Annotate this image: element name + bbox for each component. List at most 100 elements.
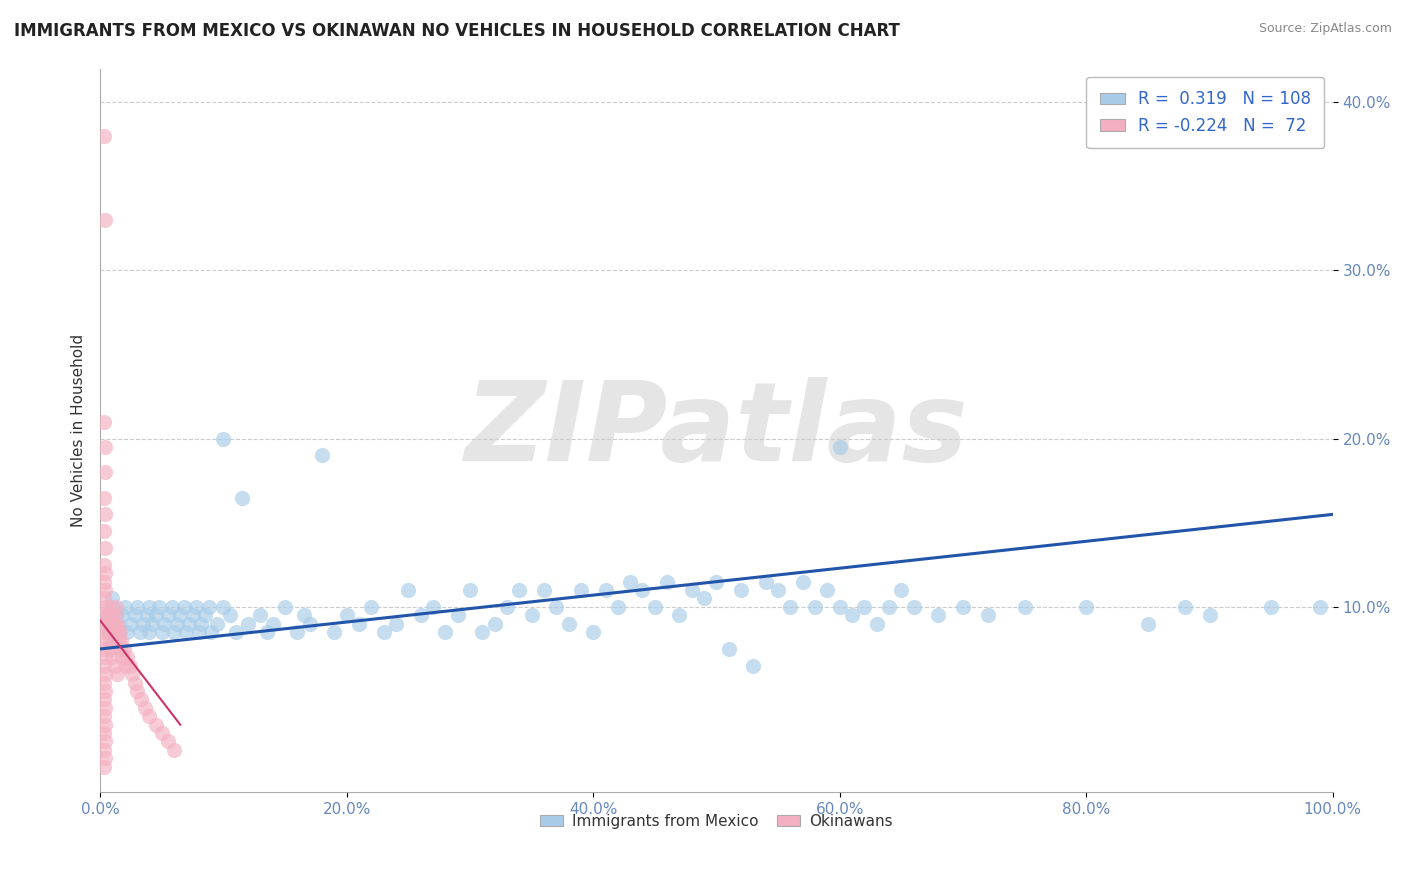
Point (569, 583, 592, 598)
Point (225, 625, 247, 640)
Point (681, 583, 703, 598)
Point (97, 625, 120, 640)
Point (98, 599, 121, 614)
Point (292, 608, 315, 623)
Point (557, 616, 579, 631)
Point (104, 658, 127, 673)
Point (100, 616, 122, 631)
Point (94, 684, 117, 698)
Point (112, 642, 135, 657)
Point (311, 449, 333, 463)
Point (101, 608, 124, 623)
Point (496, 599, 519, 614)
Point (890, 583, 912, 598)
Point (186, 599, 208, 614)
Point (484, 616, 506, 631)
Point (644, 599, 666, 614)
Point (101, 591, 124, 606)
Point (1076, 599, 1098, 614)
Point (231, 491, 253, 505)
Point (96, 608, 118, 623)
Point (706, 574, 728, 589)
Point (129, 692, 152, 706)
Point (94, 734, 117, 748)
Point (104, 616, 127, 631)
Point (619, 574, 641, 589)
Point (169, 608, 191, 623)
Point (163, 625, 186, 640)
Point (508, 583, 530, 598)
Point (124, 675, 146, 690)
Point (121, 667, 143, 681)
Point (176, 625, 198, 640)
Point (1136, 616, 1159, 631)
Point (927, 608, 949, 623)
Point (104, 608, 127, 623)
Point (160, 599, 183, 614)
Point (181, 608, 204, 623)
Point (458, 583, 481, 598)
Point (138, 625, 160, 640)
Point (117, 650, 139, 665)
Point (866, 616, 889, 631)
Point (98, 625, 121, 640)
Point (657, 574, 679, 589)
Point (96, 608, 118, 623)
Point (94, 440, 117, 454)
Point (105, 608, 128, 623)
Point (111, 650, 134, 665)
Point (93, 415, 115, 429)
Point (828, 440, 851, 454)
Point (1309, 599, 1331, 614)
Point (98, 616, 121, 631)
Point (100, 642, 122, 657)
Point (163, 743, 186, 757)
Point (520, 608, 543, 623)
Point (877, 599, 900, 614)
Point (274, 599, 297, 614)
Point (533, 583, 555, 598)
Point (323, 625, 346, 640)
Point (792, 574, 814, 589)
Point (173, 599, 195, 614)
Point (93, 760, 115, 774)
Point (841, 608, 863, 623)
Point (105, 599, 128, 614)
Point (212, 432, 235, 446)
Point (1198, 608, 1220, 623)
Point (105, 625, 128, 640)
Point (93, 658, 115, 673)
Point (94, 616, 117, 631)
Y-axis label: No Vehicles in Household: No Vehicles in Household (72, 334, 86, 527)
Point (347, 616, 370, 631)
Point (138, 599, 160, 614)
Point (101, 650, 124, 665)
Point (385, 616, 408, 631)
Point (606, 599, 628, 614)
Point (1014, 599, 1036, 614)
Point (93, 524, 115, 538)
Point (631, 583, 654, 598)
Point (93, 591, 115, 606)
Point (94, 508, 117, 522)
Point (952, 599, 974, 614)
Point (262, 616, 284, 631)
Point (396, 583, 419, 598)
Point (148, 599, 170, 614)
Point (434, 625, 457, 640)
Point (766, 583, 789, 598)
Point (256, 625, 278, 640)
Point (108, 625, 131, 640)
Point (94, 583, 117, 598)
Point (249, 608, 271, 623)
Point (97, 625, 120, 640)
Point (815, 583, 838, 598)
Point (94, 213, 117, 227)
Point (124, 608, 146, 623)
Point (93, 491, 115, 505)
Point (446, 608, 468, 623)
Point (156, 608, 179, 623)
Point (118, 658, 141, 673)
Point (141, 616, 163, 631)
Point (903, 599, 925, 614)
